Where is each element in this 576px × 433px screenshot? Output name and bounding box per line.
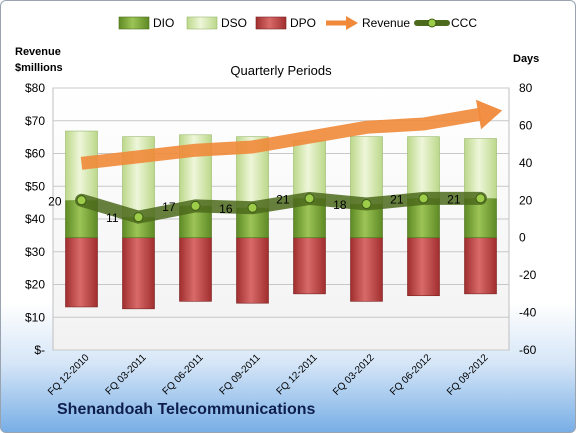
company-name: Shenandoah Telecommunications xyxy=(57,401,316,418)
chart-title: Quarterly Periods xyxy=(230,63,332,78)
ccc-data-label: 21 xyxy=(276,192,290,206)
bar-dio xyxy=(464,198,497,239)
y-left-tick: $10 xyxy=(25,310,45,324)
ccc-marker xyxy=(247,202,258,213)
legend-label-dio: DIO xyxy=(153,16,174,30)
ccc-marker xyxy=(76,195,87,206)
y-left-tick: $30 xyxy=(25,245,45,259)
bar-dpo xyxy=(350,237,383,302)
ccc-data-label: 21 xyxy=(390,192,404,206)
x-tick: FQ 09-2012 xyxy=(445,352,491,398)
y-left-tick: $- xyxy=(34,343,45,357)
legend-label-ccc: CCC xyxy=(451,16,477,30)
bar-dpo xyxy=(407,237,440,297)
ccc-marker xyxy=(475,193,486,204)
x-tick: FQ 12-2011 xyxy=(275,352,320,397)
y-left-tick: $20 xyxy=(25,278,45,292)
bar-dso xyxy=(122,136,155,218)
bar-dpo xyxy=(179,237,212,302)
ccc-data-label: 21 xyxy=(447,192,461,206)
x-tick: FQ 03-2012 xyxy=(331,352,377,398)
ccc-data-label: 17 xyxy=(162,200,176,214)
revenue-arrow xyxy=(80,99,503,170)
y-left-tick: $40 xyxy=(25,212,45,226)
legend-swatch-revenue-head xyxy=(346,16,358,30)
bar-dpo xyxy=(236,237,269,304)
ccc-data-label: 16 xyxy=(219,202,233,216)
revenue-arrowhead xyxy=(475,99,503,130)
ccc-line xyxy=(75,191,487,224)
y-right-tick: 20 xyxy=(519,193,533,207)
ccc-marker xyxy=(418,193,429,204)
y-right-label: Days xyxy=(513,53,539,65)
y-left-tick: $50 xyxy=(25,179,45,193)
bar-dso xyxy=(293,140,326,199)
revenue-line xyxy=(80,107,482,170)
legend-swatch-dio xyxy=(118,16,150,30)
y-left-tick: $70 xyxy=(25,114,45,128)
y-right-tick: -60 xyxy=(519,343,537,357)
y-right-tick: -20 xyxy=(519,268,537,282)
y-right-tick: 80 xyxy=(519,81,533,95)
ccc-marker xyxy=(133,212,144,223)
bar-dso xyxy=(464,138,497,199)
bar-dso xyxy=(407,136,440,199)
y-right-tick: 60 xyxy=(519,118,533,132)
legend-swatch-dso xyxy=(186,16,218,30)
x-tick: FQ 06-2011 xyxy=(161,352,206,397)
x-tick: FQ 03-2011 xyxy=(104,352,149,397)
y-right-tick: 40 xyxy=(519,156,533,170)
bar-dpo xyxy=(293,237,326,295)
bar-dso xyxy=(350,136,383,205)
legend-swatch-dpo xyxy=(255,16,287,30)
ccc-data-label: 18 xyxy=(333,198,347,212)
legend-label-revenue: Revenue xyxy=(362,16,410,30)
ccc-line xyxy=(75,191,487,224)
y-left-tick: $60 xyxy=(25,147,45,161)
bar-dpo xyxy=(65,237,98,308)
legend-swatch-ccc-marker xyxy=(427,18,437,28)
y-left-label-line2: $millions xyxy=(15,62,63,74)
y-left-tick: $80 xyxy=(25,81,45,95)
x-tick: FQ 09-2011 xyxy=(218,352,263,397)
ccc-marker xyxy=(190,200,201,211)
bar-dpo xyxy=(122,237,155,310)
ccc-data-label: 20 xyxy=(48,194,62,208)
legend-label-dso: DSO xyxy=(221,16,247,30)
x-tick: FQ 12-2010 xyxy=(46,352,92,398)
bar-dpo xyxy=(464,237,497,295)
legend-label-dpo: DPO xyxy=(290,16,316,30)
y-left-label-line1: Revenue xyxy=(15,46,61,58)
ccc-data-label: 11 xyxy=(106,211,119,225)
y-right-tick: 0 xyxy=(519,231,526,245)
ccc-marker xyxy=(304,193,315,204)
y-right-tick: -40 xyxy=(519,306,537,320)
ccc-marker xyxy=(361,199,372,210)
data-labels: 20 11 17 16 21 18 21 21 xyxy=(48,192,461,225)
legend: DIO DSO DPO Revenue CCC xyxy=(118,16,477,30)
x-tick: FQ 06-2012 xyxy=(388,352,434,398)
